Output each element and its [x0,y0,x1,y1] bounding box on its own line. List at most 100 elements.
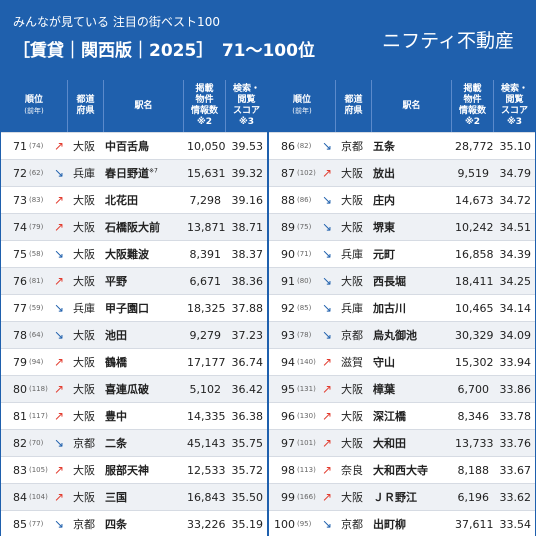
previous-rank: (85) [297,304,312,312]
table-row: 98 (113) ↗ 奈良 大和西大寺 8,188 33.67 [269,456,535,483]
previous-rank: (82) [297,142,312,150]
score-header-line-1: 検索・ [500,84,528,94]
count-header-line-3: 情報数 [190,106,218,116]
pref-header-line-1: 都道 [344,95,363,105]
rank-column-header: 順位 (前年) [269,80,335,132]
rank-value: 89 [281,221,295,234]
rank-value: 74 [13,221,27,234]
score-header-line-3: スコア [232,106,260,116]
score-header-line-3: スコア [500,106,528,116]
station-name: 大阪難波 [105,248,149,261]
table-row: 97 (101) ↗ 大阪 大和田 13,733 33.76 [269,429,535,456]
table-row: 85 (77) ↘ 京都 四条 33,226 35.19 [1,510,267,536]
rank-value: 87 [281,167,295,180]
previous-rank: (79) [29,223,44,231]
station-cell: 鶴橋 [105,349,187,376]
search-score: 34.79 [499,167,532,180]
station-header-label: 駅名 [134,100,153,111]
prefecture: 大阪 [341,383,363,396]
previous-rank: (117) [29,412,48,420]
search-score: 35.10 [499,140,532,153]
trend-up-icon: ↗ [53,139,65,153]
listing-count: 7,298 [189,194,222,207]
prefecture: 大阪 [341,437,363,450]
previous-rank: (77) [29,520,44,528]
previous-rank: (95) [297,520,312,528]
station-cell: 五条 [373,133,455,160]
count-header-line-4: ※2 [196,117,212,127]
listing-count: 37,611 [455,518,494,531]
search-score: 34.14 [499,302,532,315]
table-header: 順位 (前年) 都道 府県 駅名 掲載 物件 情報数 ※2 検索・ 閲覧 スコア ※3 [269,80,535,132]
station-cell: 堺東 [373,214,455,241]
prefecture: 滋賀 [341,356,363,369]
station-name: 大和田 [373,437,406,450]
listing-count: 12,533 [187,464,226,477]
count-header-line-4: ※2 [464,117,480,127]
station-name: 西長堀 [373,275,406,288]
listing-count: 5,102 [189,383,222,396]
station-cell: 大阪難波 [105,241,187,268]
trend-down-icon: ↘ [321,220,333,234]
rank-header-sub: (前年) [24,107,44,115]
table-row: 80 (118) ↗ 大阪 喜連瓜破 5,102 36.42 [1,375,267,402]
ranking-table-left: 順位 (前年) 都道 府県 駅名 掲載 物件 情報数 ※2 検索・ 閲覧 スコア ※3 71 (74) … [1,80,267,536]
trend-down-icon: ↘ [321,517,333,531]
station-cell: 守山 [373,349,455,376]
trend-down-icon: ↘ [321,193,333,207]
count-column-header: 掲載 物件 情報数 ※2 [183,80,225,132]
station-name: 庄内 [373,194,395,207]
rank-value: 82 [13,437,27,450]
rank-header-label: 順位 [24,95,43,105]
previous-rank: (81) [29,277,44,285]
listing-count: 8,391 [189,248,222,261]
rank-header-sub: (前年) [292,107,312,115]
table-row: 78 (64) ↘ 大阪 池田 9,279 37.23 [1,321,267,348]
table-row: 82 (70) ↘ 京都 二条 45,143 35.75 [1,429,267,456]
previous-rank: (101) [297,439,316,447]
trend-up-icon: ↗ [321,436,333,450]
station-cell: ＪＲ野江 [373,484,455,511]
prefecture: 兵庫 [73,302,95,315]
search-score: 38.36 [231,275,264,288]
listing-count: 6,700 [457,383,490,396]
trend-down-icon: ↘ [321,139,333,153]
pref-column-header: 都道 府県 [335,80,371,132]
table-row: 93 (78) ↘ 京都 烏丸御池 30,329 34.09 [269,321,535,348]
prefecture: 大阪 [73,248,95,261]
prefecture: 大阪 [73,464,95,477]
score-header-line-1: 検索・ [232,84,260,94]
previous-rank: (104) [29,493,48,501]
listing-count: 15,631 [187,167,226,180]
rank-value: 99 [281,491,295,504]
trend-down-icon: ↘ [53,166,65,180]
previous-rank: (130) [297,412,316,420]
table-row: 86 (82) ↘ 京都 五条 28,772 35.10 [269,132,535,159]
rank-value: 91 [281,275,295,288]
rank-value: 78 [13,329,27,342]
pref-header-line-2: 府県 [76,106,95,116]
trend-up-icon: ↗ [321,463,333,477]
previous-rank: (131) [297,385,316,393]
search-score: 38.71 [231,221,264,234]
trend-up-icon: ↗ [321,490,333,504]
station-column-header: 駅名 [103,80,183,132]
listing-count: 16,858 [455,248,494,261]
trend-up-icon: ↗ [53,409,65,423]
count-header-line-2: 物件 [463,95,482,105]
count-header-line-1: 掲載 [463,84,482,94]
search-score: 39.32 [231,167,264,180]
pref-header-line-2: 府県 [344,106,363,116]
prefecture: 大阪 [73,383,95,396]
listing-count: 14,335 [187,410,226,423]
search-score: 34.72 [499,194,532,207]
trend-up-icon: ↗ [53,193,65,207]
listing-count: 17,177 [187,356,226,369]
station-footnote: ※7 [149,167,158,175]
listing-count: 33,226 [187,518,226,531]
count-header-line-3: 情報数 [458,106,486,116]
ranking-table-right: 順位 (前年) 都道 府県 駅名 掲載 物件 情報数 ※2 検索・ 閲覧 スコア ※3 86 (82) … [269,80,535,536]
station-cell: 元町 [373,241,455,268]
table-row: 100 (95) ↘ 京都 出町柳 37,611 33.54 [269,510,535,536]
trend-down-icon: ↘ [321,301,333,315]
